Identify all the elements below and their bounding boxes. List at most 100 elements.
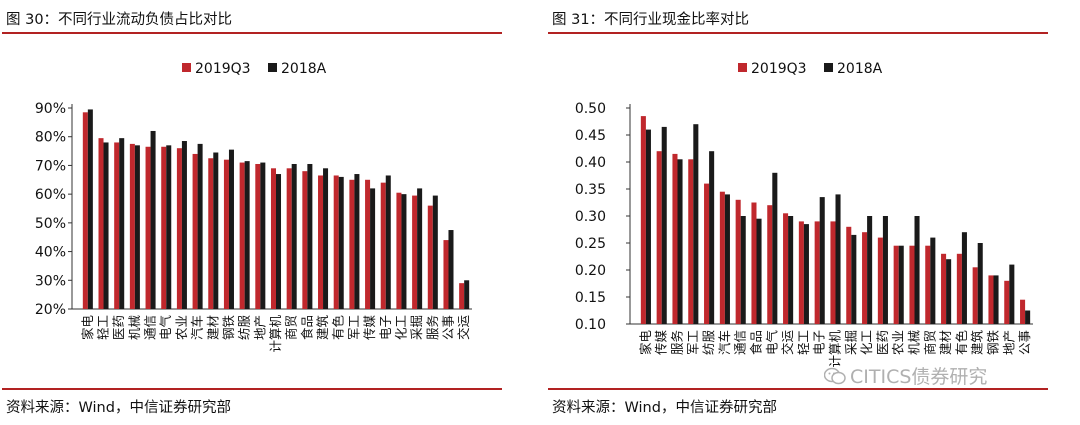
bar-2019q3	[82, 112, 88, 309]
x-tick-label: 化工	[393, 315, 408, 340]
title-divider	[2, 32, 502, 34]
bar-2018a	[693, 124, 699, 324]
x-tick-label: 公事	[440, 315, 455, 340]
bar-2018a	[709, 151, 715, 324]
legend-swatch	[824, 63, 833, 72]
bar-2018a	[119, 138, 125, 309]
x-tick-label: 计算机	[828, 330, 843, 368]
legend-label: 2019Q3	[195, 61, 251, 77]
bar-2019q3	[941, 253, 947, 324]
bar-2018a	[882, 216, 888, 324]
bar-2018a	[87, 109, 93, 309]
y-tick-label: 30%	[35, 273, 66, 289]
bar-2018a	[291, 163, 297, 309]
bar-2018a	[150, 130, 156, 309]
legend-swatch	[268, 63, 277, 72]
x-tick-label: 商贸	[284, 315, 299, 340]
bar-2019q3	[830, 221, 836, 324]
bar-2018a	[819, 197, 825, 324]
y-tick-label: 20%	[35, 302, 66, 318]
x-tick-label: 食品	[299, 315, 314, 340]
y-tick-label: 0.25	[575, 236, 606, 252]
x-tick-label: 汽车	[717, 330, 732, 355]
x-tick-label: 轻工	[796, 330, 811, 355]
bar-2018a	[661, 126, 667, 325]
bar-2018a	[401, 194, 407, 309]
bar-2018a	[961, 232, 967, 324]
bar-2019q3	[318, 175, 324, 309]
x-tick-label: 农业	[891, 330, 906, 355]
bar-2018a	[197, 143, 203, 309]
x-tick-label: 军工	[685, 330, 700, 355]
y-tick-label: 90%	[35, 101, 66, 117]
y-tick-label: 0.50	[575, 101, 606, 117]
bar-2019q3	[956, 253, 962, 324]
x-tick-label: 服务	[670, 330, 685, 355]
x-tick-label: 地产	[1001, 330, 1016, 355]
bar-2018a	[772, 172, 778, 324]
bar-2019q3	[1004, 280, 1010, 324]
x-tick-label: 传媒	[654, 330, 669, 356]
bar-2018a	[724, 194, 730, 324]
legend-label: 2018A	[837, 61, 883, 77]
bar-2018a	[1025, 310, 1031, 324]
bar-2018a	[448, 230, 454, 309]
figure-30-panel: 图 30：不同行业流动负债占比对比 2019Q3 2018A 20% 30% 40% 50…	[2, 0, 502, 425]
bar-2019q3	[988, 275, 994, 324]
y-tick-label: 0.40	[575, 155, 606, 171]
bar-2018a	[228, 149, 234, 309]
bar-2019q3	[255, 163, 261, 309]
bar-2018a	[645, 129, 651, 324]
bar-2018a	[307, 163, 313, 309]
bar-2018a	[464, 280, 470, 309]
x-tick-label: 交运	[780, 330, 795, 356]
title-divider	[548, 32, 1048, 34]
x-tick-label: 采掘	[843, 330, 858, 355]
bar-2019q3	[192, 153, 198, 309]
bar-2018a	[977, 243, 983, 324]
bar-2018a	[323, 168, 329, 309]
x-tick-label: 机械	[907, 330, 922, 356]
bar-2019q3	[176, 148, 182, 309]
legend-swatch	[182, 63, 191, 72]
x-tick-label: 有色	[954, 330, 969, 356]
bar-2019q3	[145, 146, 151, 309]
bar-2018a	[370, 188, 376, 309]
x-tick-label: 建材	[205, 315, 220, 340]
bar-2018a	[181, 141, 187, 309]
bar-2019q3	[365, 179, 371, 309]
bar-2019q3	[129, 143, 135, 309]
bar-2019q3	[735, 199, 741, 324]
bar-2019q3	[877, 237, 883, 324]
bar-2018a	[930, 237, 936, 324]
x-tick-label: 有色	[331, 315, 346, 341]
x-tick-label: 汽车	[190, 315, 205, 340]
x-tick-label: 食品	[749, 330, 764, 355]
y-tick-label: 50%	[35, 216, 66, 232]
bar-2018a	[417, 188, 423, 309]
wechat-icon	[824, 367, 846, 385]
bar-2019q3	[972, 267, 978, 324]
bar-2019q3	[925, 245, 931, 324]
legend-label: 2019Q3	[751, 61, 807, 77]
y-tick-label: 0.15	[575, 290, 606, 306]
bar-2019q3	[239, 162, 245, 309]
y-tick-label: 0.20	[575, 263, 606, 279]
bar-2018a	[756, 218, 762, 324]
bar-2018a	[385, 175, 391, 309]
y-tick-label: 0.45	[575, 128, 606, 144]
bar-2018a	[103, 142, 109, 309]
y-tick-label: 70%	[35, 158, 66, 174]
bar-2019q3	[751, 202, 757, 324]
source-note: 资料来源：Wind，中信证券研究部	[552, 400, 777, 416]
x-tick-label: 交运	[456, 315, 471, 341]
bar-2018a	[432, 195, 438, 309]
x-tick-label: 钢铁	[221, 315, 236, 341]
bar-2018a	[276, 174, 282, 309]
bar-2019q3	[814, 221, 820, 324]
bar-2018a	[213, 152, 219, 309]
bar-2019q3	[333, 175, 339, 309]
bar-2018a	[354, 174, 360, 309]
x-tick-label: 家电	[638, 330, 653, 356]
bar-2018a	[803, 224, 809, 324]
